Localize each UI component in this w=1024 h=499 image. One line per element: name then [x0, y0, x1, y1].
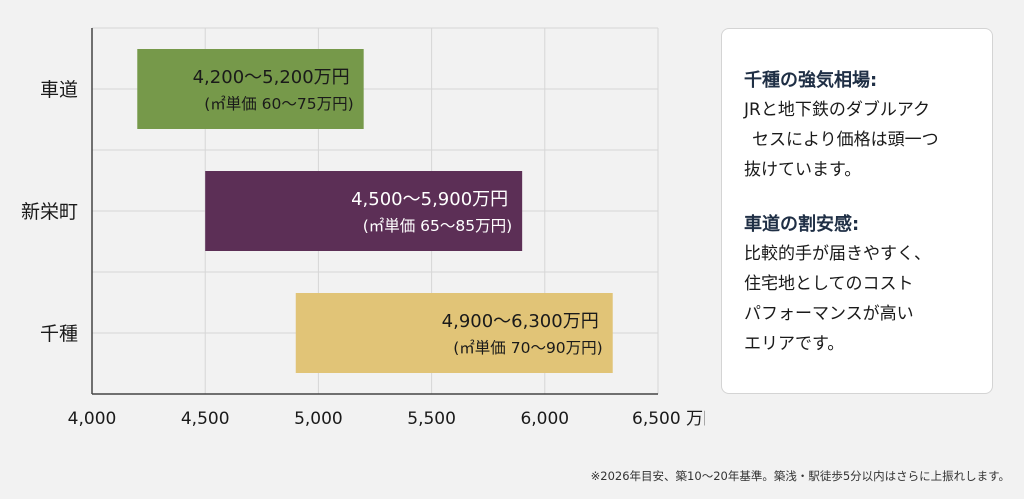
insight-card: 千種の強気相場: JRと地下鉄のダブルアク セスにより価格は頭一つ 抜けています…: [721, 28, 993, 394]
insight-heading-kurumamichi: 車道の割安感:: [744, 214, 860, 235]
bar-price-label: 4,900〜6,300万円: [442, 311, 599, 332]
bar-unit-price-label: (㎡単価 70〜90万円): [453, 339, 602, 357]
insight-line: パフォーマンスが高い: [744, 304, 914, 324]
x-tick-label: 5,000: [294, 409, 343, 429]
x-tick-label: 6,500 万円: [632, 409, 705, 429]
insight-line: 抜けています。: [744, 160, 862, 180]
range-bar: [137, 49, 364, 129]
insight-line: JRと地下鉄のダブルアク: [744, 100, 930, 120]
x-tick-label: 4,500: [181, 409, 230, 429]
bar-unit-price-label: (㎡単価 65〜85万円): [363, 217, 512, 235]
x-tick-label: 6,000: [520, 409, 569, 429]
range-bar: [205, 171, 523, 251]
insight-line: エリアです。: [744, 334, 845, 354]
category-label: 新栄町: [21, 201, 78, 223]
bar-price-label: 4,200〜5,200万円: [193, 67, 350, 88]
chart-bars: 4,200〜5,200万円 (㎡単価 60〜75万円) 4,500〜5,900万円 (…: [137, 49, 613, 373]
x-tick-labels: 4,000 4,500 5,000 5,500 6,000 6,500 万円: [68, 409, 705, 429]
insight-line: 住宅地としてのコスト: [744, 274, 914, 294]
insight-body-chikusa: JRと地下鉄のダブルアク セスにより価格は頭一つ 抜けています。: [744, 95, 992, 185]
category-label: 千種: [40, 323, 78, 345]
price-range-chart: 4,200〜5,200万円 (㎡単価 60〜75万円) 4,500〜5,900万円 (…: [21, 27, 705, 429]
bar-price-label: 4,500〜5,900万円: [351, 189, 508, 210]
range-bar: [295, 293, 613, 373]
insight-body-kurumamichi: 比較的手が届きやすく、 住宅地としてのコスト パフォーマンスが高い エリアです。: [744, 239, 992, 359]
x-tick-label: 4,000: [68, 409, 117, 429]
footnote: ※2026年目安、築10〜20年基準。築浅・駅徒歩5分以内はさらに上振れします。: [590, 469, 1010, 483]
insight-line: セスにより価格は頭一つ: [752, 130, 939, 150]
category-label: 車道: [40, 79, 78, 101]
bar-unit-price-label: (㎡単価 60〜75万円): [204, 95, 353, 113]
insight-heading-chikusa: 千種の強気相場:: [744, 70, 878, 91]
insight-line: 比較的手が届きやすく、: [744, 244, 931, 264]
x-tick-label: 5,500: [407, 409, 456, 429]
